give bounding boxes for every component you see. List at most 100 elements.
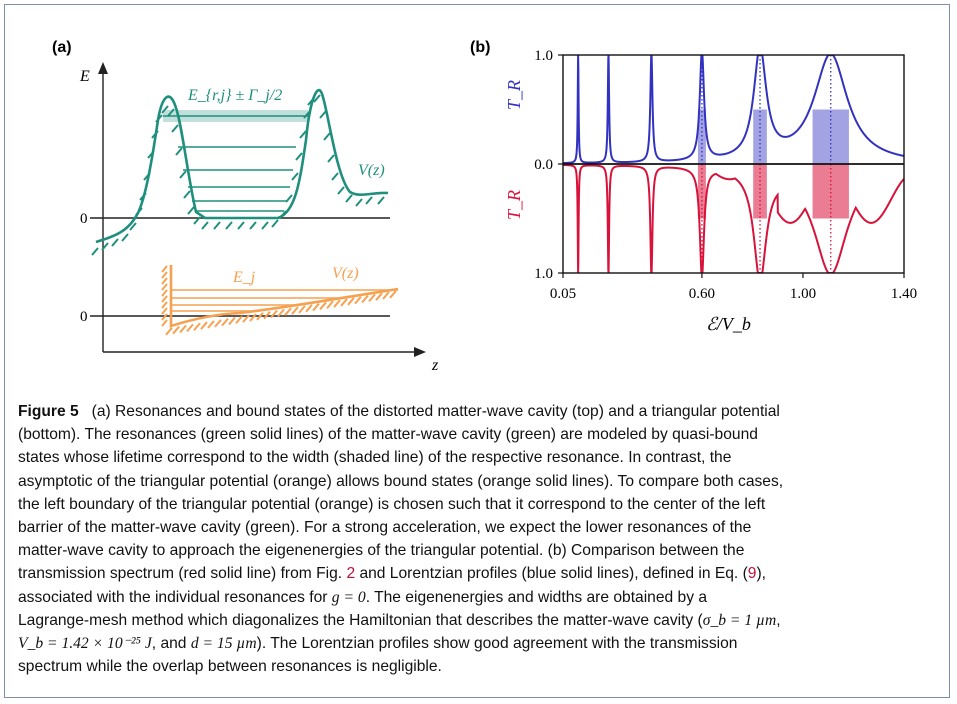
cavity-potential-curve (95, 88, 389, 244)
caption-text: ), (756, 565, 767, 583)
caption-math: σ_b = 1 µm (702, 611, 777, 629)
caption-math: g = 0 (331, 588, 366, 606)
width-band-top (753, 109, 767, 164)
hatch-stroke (377, 196, 385, 205)
y-ticks: 1.0 0.0 1.0 (534, 48, 563, 282)
axis-z-label: z (431, 357, 439, 374)
hatch-stroke (161, 289, 168, 297)
caption-line: barrier of the matter-wave cavity (green… (18, 519, 752, 537)
caption-line: asymptotic of the triangular potential (… (18, 472, 784, 490)
triangle-hatch (161, 265, 397, 336)
x-tick-label: 0.60 (689, 286, 715, 302)
y-tick-label: 1.0 (534, 48, 553, 64)
hatch-stroke (161, 105, 169, 114)
equation-ref-link[interactable]: 9 (747, 565, 757, 583)
hatch-stroke (382, 291, 390, 300)
hatch-stroke (129, 222, 137, 231)
hatch-stroke (313, 94, 321, 103)
hatch-stroke (312, 302, 320, 312)
caption-text: , (776, 611, 781, 629)
hatch-stroke (165, 327, 173, 336)
caption-text: associated with the individual resonance… (18, 588, 332, 606)
hatch-stroke (179, 170, 187, 179)
hatch-stroke (345, 194, 353, 203)
hatch-stroke (228, 316, 236, 326)
y-tick-label: 1.0 (534, 266, 553, 282)
hatch-stroke (167, 108, 175, 117)
hatch-stroke (161, 283, 168, 291)
panel-a-label: (a) (52, 39, 72, 56)
hatch-stroke (214, 319, 222, 328)
x-ticks: 0.05 0.60 1.00 1.40 (550, 273, 917, 302)
caption-line: V_b = 1.42 × 10⁻²⁵ J, and d = 15 µm). Th… (18, 632, 940, 655)
caption-line: Lagrange-mesh method which diagonalizes … (18, 609, 940, 632)
caption-line: matter-wave cavity to approach the eigen… (18, 542, 745, 560)
hatch-stroke (355, 198, 363, 207)
hatch-stroke (201, 221, 209, 230)
hatch-stroke (389, 290, 397, 299)
lorentzian-profiles-line (563, 55, 904, 164)
hatch-stroke (375, 292, 383, 301)
cavity-level-label: E_{r,j} ± Γ_j/2 (187, 87, 282, 104)
hatch-stroke (101, 242, 109, 251)
hatch-stroke (284, 307, 292, 316)
figure-box (4, 4, 950, 698)
cavity-hatch (91, 94, 385, 256)
hatch-stroke (161, 319, 168, 327)
y-tick-label: 0.0 (534, 157, 553, 173)
hatch-stroke (161, 295, 168, 303)
resonance-width-bands-bottom (697, 164, 849, 219)
hatch-stroke (221, 317, 229, 327)
hatch-stroke (261, 221, 269, 230)
hatch-stroke (161, 301, 168, 309)
width-band-bottom (753, 164, 767, 219)
hatch-stroke (161, 313, 168, 321)
axis-e-label: E (79, 68, 90, 85)
hatch-stroke (331, 172, 339, 181)
caption-math: d = 15 µm (190, 635, 257, 653)
caption-math: V_b = 1.42 × 10⁻²⁵ J (18, 635, 152, 653)
hatch-stroke (175, 147, 183, 156)
hatch-stroke (277, 308, 285, 318)
width-band-top (812, 109, 849, 164)
hatch-stroke (235, 315, 243, 324)
hatch-stroke (305, 304, 313, 313)
hatch-stroke (368, 293, 376, 302)
hatch-stroke (172, 326, 180, 335)
caption-line: transmission spectrum (red solid line) f… (18, 562, 940, 585)
hatch-stroke (249, 221, 257, 230)
hatch-stroke (161, 277, 168, 285)
hatch-stroke (333, 299, 341, 308)
panel-b-label: (b) (470, 39, 490, 56)
hatch-stroke (270, 309, 278, 319)
hatch-stroke (183, 190, 191, 199)
hatch-stroke (337, 186, 345, 195)
triangle-potential-curve (169, 265, 399, 328)
hatch-stroke (361, 294, 369, 304)
caption-text: (a) Resonances and bound states of the d… (91, 403, 780, 420)
triangle-levels (171, 289, 398, 312)
hatch-stroke (111, 238, 119, 247)
hatch-stroke (271, 219, 279, 228)
hatch-stroke (207, 320, 215, 329)
hatch-stroke (291, 172, 299, 181)
width-band-top (697, 109, 706, 164)
caption-line: Figure 5 (a) Resonances and bound states… (18, 400, 940, 423)
hatch-stroke (354, 295, 362, 305)
hatch-stroke (179, 324, 187, 334)
caption-text: Lagrange-mesh method which diagonalizes … (18, 611, 703, 629)
hatch-stroke (347, 297, 355, 306)
hatch-stroke (249, 313, 257, 322)
hatch-stroke (161, 271, 168, 279)
x-tick-label: 1.40 (891, 286, 917, 302)
hatch-stroke (186, 323, 194, 333)
caption-line: associated with the individual resonance… (18, 586, 940, 609)
hatch-stroke (295, 152, 303, 161)
caption-line: states whose lifetime correspond to the … (18, 449, 732, 467)
hatch-stroke (161, 265, 168, 273)
figure-ref-link[interactable]: 2 (346, 565, 356, 583)
hatch-stroke (323, 132, 331, 141)
hatch-stroke (213, 221, 221, 230)
caption-text: and Lorentzian profiles (blue solid line… (355, 565, 748, 583)
hatch-stroke (319, 301, 327, 311)
